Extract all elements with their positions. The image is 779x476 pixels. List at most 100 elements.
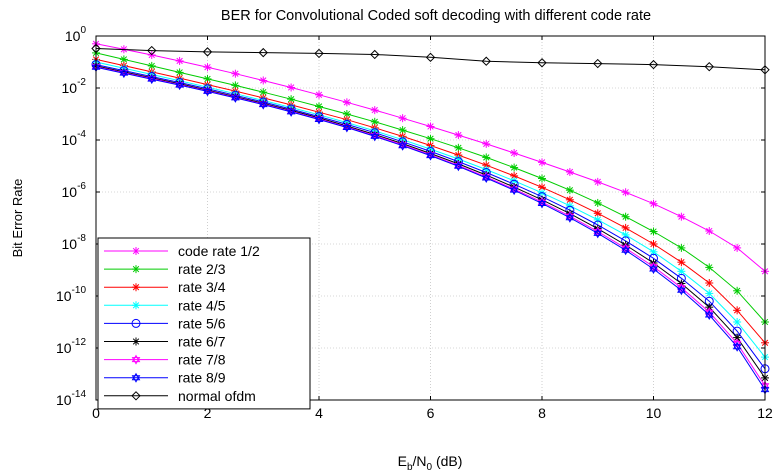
y-tick-label-exponent: -2 — [77, 77, 86, 88]
marker-stroke — [427, 123, 434, 130]
legend-label: code rate 1/2 — [178, 243, 260, 259]
marker-stroke — [260, 88, 267, 96]
marker-stroke — [315, 103, 323, 110]
hexagram-triangle-up — [732, 341, 742, 350]
diamond-marker — [314, 48, 324, 59]
hexagram-triangle-down — [732, 344, 742, 352]
asterisk-marker — [426, 134, 435, 143]
marker-stroke — [260, 77, 267, 84]
hexagram-triangle-down — [509, 187, 519, 196]
marker-stroke — [650, 200, 657, 207]
hexagram-triangle-down — [131, 357, 141, 365]
asterisk-marker — [705, 279, 714, 287]
marker-stroke — [132, 302, 140, 309]
asterisk-marker — [649, 247, 658, 256]
asterisk-marker — [342, 98, 351, 107]
y-tick-label-base: 10 — [62, 236, 78, 252]
y-tick-label-exponent: -14 — [72, 389, 87, 400]
marker-stroke — [148, 62, 155, 70]
asterisk-marker — [733, 318, 742, 326]
hexagram-marker — [621, 245, 630, 256]
x-tick-label: 6 — [427, 405, 435, 421]
marker-stroke — [566, 196, 574, 203]
asterisk-marker — [621, 188, 630, 197]
hexagram-triangle-up — [286, 106, 296, 115]
legend: code rate 1/2 rate 2/3 rate 3/4 rate 4/5 rat… — [97, 237, 311, 410]
marker-stroke — [538, 175, 546, 182]
marker-stroke — [371, 118, 378, 125]
marker-stroke — [455, 144, 462, 151]
hexagram-marker — [131, 354, 141, 365]
y-tick-label-base: 10 — [56, 288, 72, 304]
hexagram-triangle-up — [131, 372, 141, 381]
x-axis-label-base: E — [398, 453, 407, 469]
marker-stroke — [232, 82, 239, 89]
hexagram-triangle-up — [147, 74, 157, 82]
marker-stroke — [594, 178, 601, 186]
x-tick-label: 8 — [538, 405, 546, 421]
diamond-marker — [147, 45, 157, 56]
asterisk-marker — [510, 163, 519, 172]
marker-stroke — [510, 172, 518, 180]
y-tick-label: 10-14 — [56, 389, 86, 408]
hexagram-triangle-up — [231, 92, 240, 101]
hexagram-triangle-up — [370, 131, 380, 139]
asterisk-marker — [621, 223, 630, 232]
hexagram-marker — [704, 309, 714, 320]
hexagram-triangle-up — [131, 354, 141, 363]
asterisk-marker — [538, 158, 546, 167]
marker-stroke — [733, 334, 741, 341]
marker-stroke — [455, 131, 462, 139]
y-tick-label: 10-2 — [62, 77, 87, 96]
hexagram-triangle-down — [231, 95, 240, 103]
asterisk-marker — [621, 230, 630, 239]
marker-stroke — [622, 213, 629, 220]
asterisk-marker — [287, 95, 296, 104]
marker-stroke — [287, 95, 295, 103]
diamond-marker — [593, 58, 603, 69]
marker-stroke — [176, 69, 183, 76]
hexagram-triangle-down — [537, 200, 547, 209]
hexagram-triangle-up — [621, 245, 630, 253]
hexagram-triangle-up — [509, 185, 519, 193]
marker-stroke — [594, 210, 601, 217]
hexagram-triangle-down — [704, 312, 714, 320]
hexagram-triangle-down — [649, 266, 658, 274]
hexagram-triangle-down — [454, 163, 463, 172]
legend-entry: rate 4/5 — [104, 297, 226, 313]
hexagram-triangle-down — [342, 125, 352, 133]
asterisk-marker — [454, 131, 463, 140]
marker-stroke — [733, 307, 741, 314]
asterisk-marker — [621, 212, 630, 221]
hexagram-triangle-down — [203, 88, 212, 97]
marker-stroke — [204, 75, 211, 83]
series-line — [95, 48, 766, 71]
hexagram-triangle-up — [593, 228, 603, 236]
hexagram-triangle-up — [565, 212, 575, 221]
legend-label: normal ofdm — [178, 388, 256, 404]
legend-label: rate 3/4 — [178, 279, 226, 295]
y-tick-label-exponent: -6 — [77, 181, 86, 192]
hexagram-triangle-up — [704, 309, 714, 318]
x-axis-label-sub1: b — [407, 462, 413, 473]
hexagram-marker — [175, 80, 184, 91]
hexagram-triangle-down — [314, 116, 324, 125]
hexagram-triangle-down — [565, 215, 575, 223]
hexagram-triangle-down — [426, 153, 435, 161]
y-tick-label: 10-6 — [62, 181, 87, 200]
marker-stroke — [706, 290, 713, 297]
marker-stroke — [706, 227, 713, 235]
asterisk-marker — [175, 56, 184, 65]
hexagram-triangle-down — [398, 143, 407, 151]
hexagram-marker — [481, 172, 491, 183]
x-tick-label: 12 — [757, 405, 773, 421]
marker-stroke — [566, 186, 574, 194]
marker-stroke — [427, 135, 434, 142]
hexagram-marker — [537, 198, 547, 209]
legend-entry: normal ofdm — [104, 388, 256, 404]
marker-stroke — [510, 177, 518, 185]
x-tick-label: 0 — [92, 405, 100, 421]
asterisk-marker — [203, 74, 212, 83]
marker-stroke — [132, 338, 140, 345]
